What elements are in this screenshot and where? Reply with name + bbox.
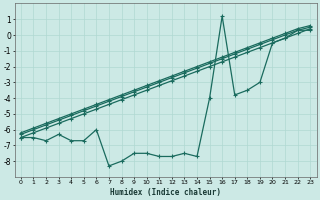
X-axis label: Humidex (Indice chaleur): Humidex (Indice chaleur) (110, 188, 221, 197)
